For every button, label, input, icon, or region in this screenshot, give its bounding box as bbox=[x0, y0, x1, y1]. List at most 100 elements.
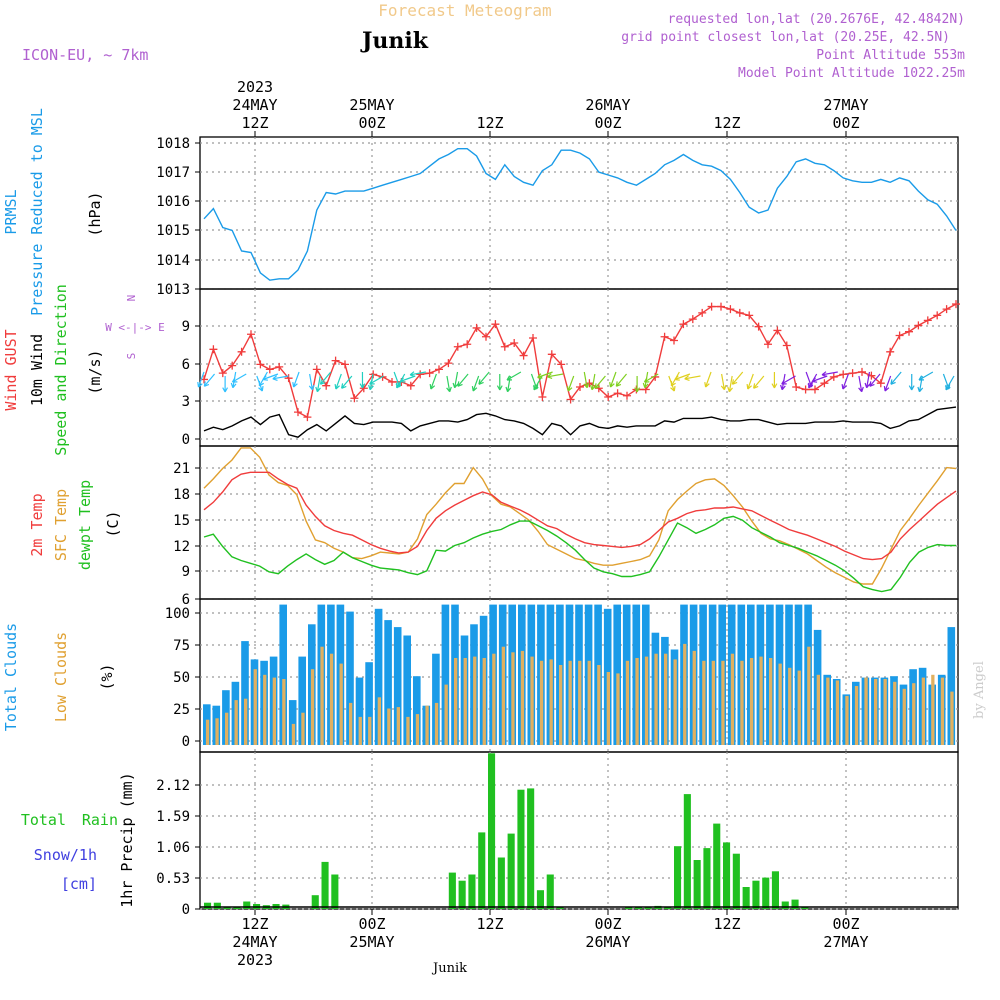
pressure-ytick-label: 1015 bbox=[156, 223, 190, 239]
clouds-ytick-label: 25 bbox=[173, 702, 190, 718]
bottom-axis-date: 25MAY bbox=[349, 933, 394, 951]
wind-gust-point bbox=[942, 305, 951, 314]
rain-bar bbox=[752, 880, 760, 909]
low-cloud-bar bbox=[396, 707, 400, 745]
wind-unit-label: (m/s) bbox=[86, 349, 104, 394]
wind-direction-arrow bbox=[222, 375, 229, 393]
rain-bar bbox=[213, 902, 221, 909]
wind-gust-point bbox=[406, 381, 415, 390]
rain-bar bbox=[517, 789, 525, 909]
wind-ytick-label: 0 bbox=[182, 432, 190, 448]
low-cloud-bar bbox=[406, 716, 410, 745]
total-cloud-bar bbox=[374, 608, 383, 745]
low-cloud-bar bbox=[702, 660, 706, 745]
low-cloud-bar bbox=[282, 679, 286, 745]
low-cloud-bar bbox=[434, 702, 439, 745]
low-cloud-bar bbox=[387, 708, 391, 745]
wind-gust-point bbox=[858, 367, 866, 376]
wind-gust-point bbox=[829, 372, 838, 381]
low-cloud-bar bbox=[291, 723, 296, 745]
total-cloud-bar bbox=[393, 627, 402, 745]
precipitation-ytick-label: 0.53 bbox=[156, 871, 190, 887]
wind-gust-point bbox=[529, 333, 537, 342]
wind-gust-point bbox=[820, 379, 829, 388]
rain-bar bbox=[204, 902, 212, 909]
pressure-frame bbox=[199, 136, 959, 290]
wind-gust-point bbox=[322, 381, 331, 390]
temperature-frame bbox=[199, 445, 959, 600]
clouds-axis-label: Total Clouds bbox=[2, 623, 20, 731]
top-axis-hour: 00Z bbox=[832, 114, 859, 132]
low-cloud-bar bbox=[425, 705, 429, 745]
wind-gust-point bbox=[876, 379, 885, 388]
top-axis-hour: 00Z bbox=[358, 114, 385, 132]
low-cloud-bar bbox=[616, 673, 620, 745]
clouds-axis-label: Low Clouds bbox=[52, 632, 70, 722]
low-cloud-bar bbox=[606, 672, 610, 745]
wind-gust-point bbox=[500, 342, 509, 351]
dewpoint-line bbox=[203, 515, 956, 593]
total-cloud-bar bbox=[432, 653, 440, 745]
chart-title: Forecast Meteogram bbox=[378, 1, 551, 20]
wind-gust-point bbox=[538, 393, 547, 402]
temperature-axis-label: dewpt Temp bbox=[76, 480, 94, 570]
wind-gust-point bbox=[256, 360, 265, 369]
total-cloud-bar bbox=[241, 641, 249, 745]
wind-direction-arrow bbox=[771, 371, 778, 389]
low-cloud-bar bbox=[778, 663, 782, 745]
rain-bar bbox=[321, 861, 329, 909]
wind-direction-arrow bbox=[684, 375, 701, 381]
total-cloud-bar bbox=[346, 611, 354, 745]
low-cloud-bar bbox=[874, 679, 878, 745]
wind-direction-arrow bbox=[890, 371, 902, 385]
wind-direction-arrow bbox=[727, 375, 733, 393]
low-cloud-bar bbox=[740, 660, 744, 745]
clouds-ytick-label: 100 bbox=[165, 606, 190, 622]
wind-direction-arrow bbox=[457, 373, 469, 387]
low-cloud-bar bbox=[263, 674, 267, 745]
wind-gust-point bbox=[698, 308, 707, 317]
temperature-panel: 6 9 12 15 18 21 2m Temp SFC Temp dewpt Temp (C) bbox=[28, 445, 959, 608]
wind-gust-point bbox=[933, 311, 942, 320]
wind-gust-point bbox=[688, 315, 697, 324]
wind-direction-arrow bbox=[547, 373, 564, 379]
wind-direction-arrow bbox=[399, 375, 416, 383]
wind-direction-arrow bbox=[864, 371, 871, 389]
wind-gust-point bbox=[453, 342, 462, 351]
wind-speed-line bbox=[203, 406, 957, 438]
rain-bar bbox=[771, 871, 779, 909]
wind-gust-point bbox=[416, 370, 425, 379]
temperature-ytick-label: 18 bbox=[173, 487, 190, 503]
pressure-ytick-label: 1018 bbox=[156, 136, 190, 152]
temperature-ytick-label: 15 bbox=[173, 513, 190, 529]
wind-gust-point bbox=[707, 302, 716, 311]
low-cloud-bar bbox=[721, 660, 725, 745]
wind-gust-point bbox=[745, 311, 754, 320]
precipitation-ytick-label: 1.59 bbox=[156, 809, 190, 825]
wind-gust-point bbox=[726, 305, 735, 314]
low-cloud-bar bbox=[692, 650, 696, 745]
wind-direction-arrow bbox=[589, 373, 596, 391]
bottom-axis-hour: 00Z bbox=[358, 915, 385, 933]
total-cloud-bar bbox=[413, 676, 421, 745]
wind-gust-point bbox=[341, 360, 349, 369]
sfc-temp-line bbox=[203, 447, 957, 585]
bottom-axis-hour: 00Z bbox=[832, 915, 859, 933]
clouds-ytick-label: 75 bbox=[173, 638, 190, 654]
temperature-ytick-label: 21 bbox=[173, 461, 190, 477]
wind-ytick-label: 6 bbox=[182, 357, 190, 373]
wind-gust-point bbox=[848, 369, 857, 378]
low-cloud-bar bbox=[272, 677, 276, 745]
wind-gust-point bbox=[482, 332, 490, 341]
low-cloud-bar bbox=[568, 660, 572, 745]
wind-gust-point bbox=[209, 345, 218, 354]
wind-gust-point bbox=[350, 394, 359, 403]
rain-bar bbox=[732, 853, 740, 909]
low-cloud-bar bbox=[826, 677, 830, 745]
clouds-panel: 0 25 50 75 100 Total Clouds Low Clouds (%) bbox=[2, 598, 959, 753]
low-cloud-bar bbox=[473, 656, 477, 745]
wind-gust-point bbox=[566, 395, 575, 404]
wind-direction-arrow bbox=[341, 375, 353, 389]
wind-direction-arrow bbox=[231, 373, 247, 383]
